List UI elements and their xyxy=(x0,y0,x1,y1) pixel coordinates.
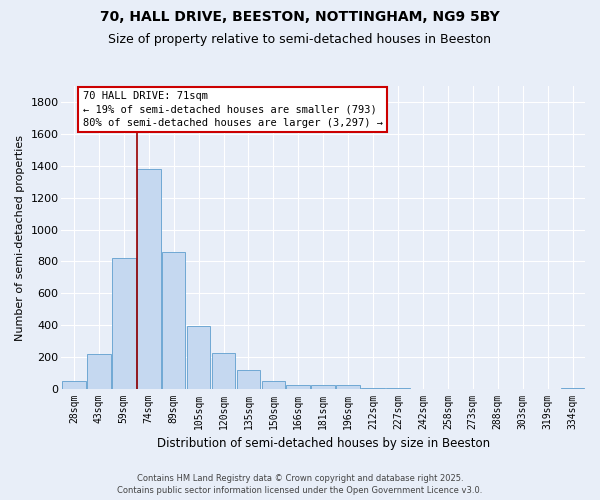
Text: Contains HM Land Registry data © Crown copyright and database right 2025.
Contai: Contains HM Land Registry data © Crown c… xyxy=(118,474,482,495)
Bar xyxy=(87,354,110,388)
Y-axis label: Number of semi-detached properties: Number of semi-detached properties xyxy=(15,134,25,340)
Bar xyxy=(162,252,185,388)
Bar xyxy=(262,380,285,388)
Bar xyxy=(137,169,161,388)
Bar xyxy=(337,386,360,388)
Text: 70 HALL DRIVE: 71sqm
← 19% of semi-detached houses are smaller (793)
80% of semi: 70 HALL DRIVE: 71sqm ← 19% of semi-detac… xyxy=(83,92,383,128)
Bar xyxy=(311,384,335,388)
Bar xyxy=(286,385,310,388)
Text: Size of property relative to semi-detached houses in Beeston: Size of property relative to semi-detach… xyxy=(109,32,491,46)
Bar xyxy=(112,258,136,388)
X-axis label: Distribution of semi-detached houses by size in Beeston: Distribution of semi-detached houses by … xyxy=(157,437,490,450)
Bar xyxy=(236,370,260,388)
Bar xyxy=(212,353,235,388)
Text: 70, HALL DRIVE, BEESTON, NOTTINGHAM, NG9 5BY: 70, HALL DRIVE, BEESTON, NOTTINGHAM, NG9… xyxy=(100,10,500,24)
Bar xyxy=(62,380,86,388)
Bar xyxy=(187,326,211,388)
